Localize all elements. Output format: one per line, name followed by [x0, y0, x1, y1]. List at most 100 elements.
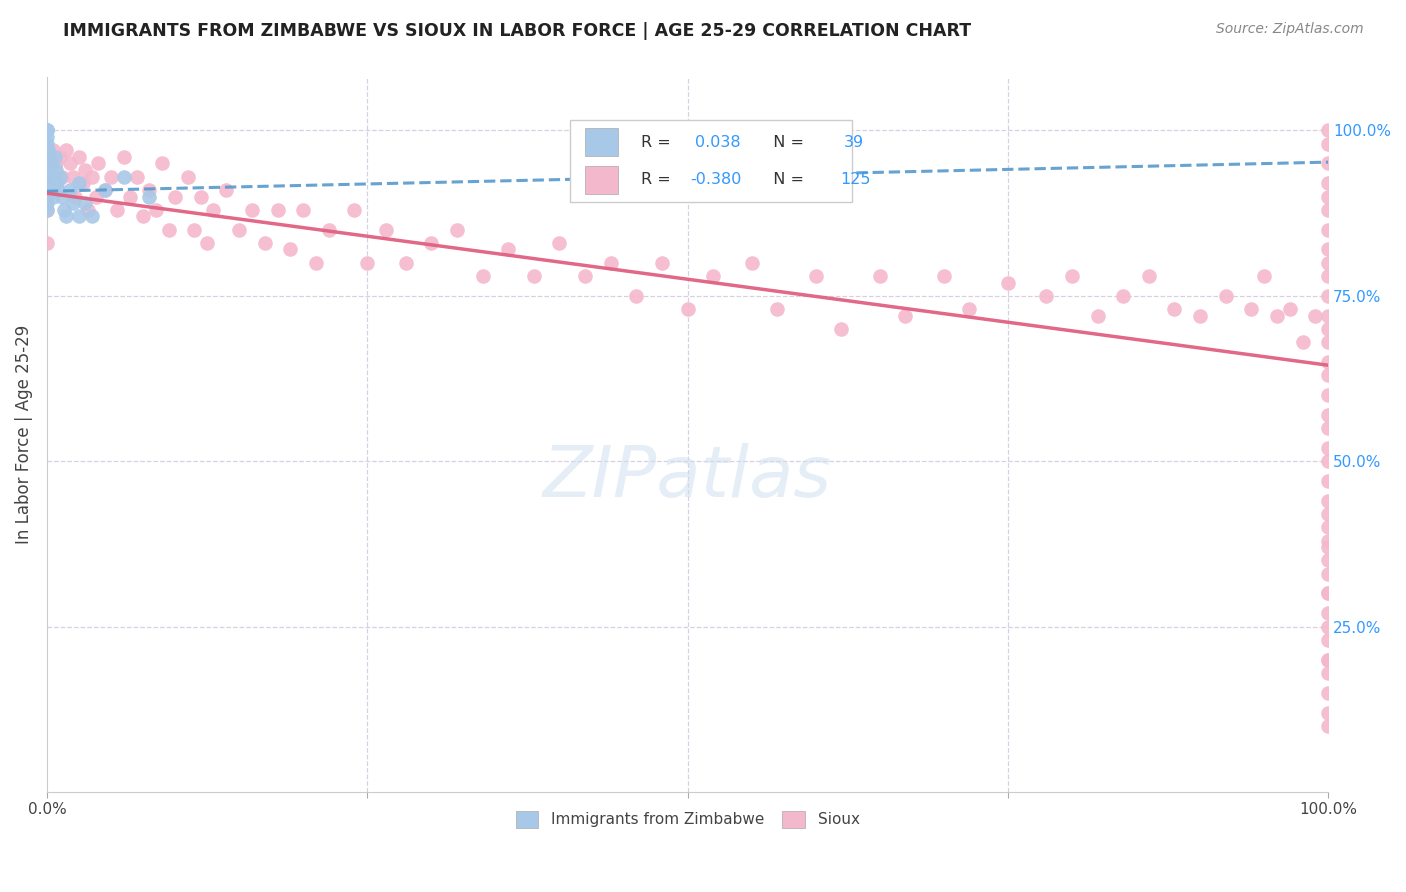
Point	[93, 183, 115, 197]
Point	[1317, 653, 1340, 667]
Point	[48, 150, 70, 164]
Point	[1317, 566, 1340, 581]
Point	[35, 156, 58, 170]
Point	[395, 255, 418, 269]
Point	[523, 268, 546, 283]
Point	[1317, 719, 1340, 733]
FancyBboxPatch shape	[569, 120, 852, 202]
Point	[1060, 268, 1083, 283]
Point	[1112, 289, 1135, 303]
Text: IMMIGRANTS FROM ZIMBABWE VS SIOUX IN LABOR FORCE | AGE 25-29 CORRELATION CHART: IMMIGRANTS FROM ZIMBABWE VS SIOUX IN LAB…	[63, 22, 972, 40]
Point	[132, 210, 155, 224]
FancyBboxPatch shape	[585, 166, 619, 194]
Y-axis label: In Labor Force | Age 25-29: In Labor Force | Age 25-29	[15, 325, 32, 544]
Point	[120, 189, 142, 203]
Point	[1278, 301, 1301, 316]
Point	[1317, 136, 1340, 151]
Point	[35, 150, 58, 164]
Point	[62, 169, 84, 184]
Point	[420, 235, 443, 250]
FancyBboxPatch shape	[585, 128, 619, 156]
Point	[1317, 520, 1340, 534]
Point	[1317, 334, 1340, 349]
Point	[177, 169, 200, 184]
Text: R =: R =	[641, 135, 682, 150]
Point	[35, 235, 58, 250]
Point	[35, 189, 58, 203]
Point	[869, 268, 891, 283]
Text: ZIPatlas: ZIPatlas	[543, 443, 832, 512]
Point	[93, 183, 115, 197]
Point	[35, 189, 58, 203]
Point	[1317, 632, 1340, 647]
Point	[228, 222, 250, 236]
Point	[702, 268, 724, 283]
Point	[87, 156, 110, 170]
Point	[1215, 289, 1237, 303]
Point	[35, 123, 58, 137]
Text: -0.380: -0.380	[690, 172, 741, 187]
Point	[446, 222, 468, 236]
Point	[1087, 309, 1109, 323]
Point	[1035, 289, 1057, 303]
Point	[35, 143, 58, 157]
Point	[59, 156, 82, 170]
Point	[48, 183, 70, 197]
Point	[1317, 607, 1340, 621]
Point	[932, 268, 955, 283]
Point	[471, 268, 494, 283]
Point	[1317, 408, 1340, 422]
Point	[1253, 268, 1275, 283]
Point	[1317, 322, 1340, 336]
Point	[75, 196, 97, 211]
Point	[292, 202, 315, 217]
Point	[1265, 309, 1288, 323]
Text: 125: 125	[839, 172, 870, 187]
Point	[1317, 586, 1340, 600]
Point	[42, 169, 65, 184]
Point	[1317, 156, 1340, 170]
Point	[741, 255, 763, 269]
Point	[45, 156, 67, 170]
Point	[195, 235, 218, 250]
Point	[37, 143, 59, 157]
Point	[266, 202, 288, 217]
Point	[100, 169, 122, 184]
Point	[44, 150, 66, 164]
Point	[1317, 202, 1340, 217]
Point	[42, 143, 65, 157]
Point	[1317, 553, 1340, 567]
Point	[1317, 494, 1340, 508]
Point	[35, 176, 58, 190]
Point	[35, 150, 58, 164]
Point	[1317, 189, 1340, 203]
Point	[894, 309, 917, 323]
Point	[1317, 388, 1340, 402]
Point	[163, 189, 186, 203]
Point	[766, 301, 789, 316]
Point	[51, 189, 73, 203]
Point	[997, 276, 1019, 290]
Point	[1317, 665, 1340, 680]
Point	[55, 143, 77, 157]
Point	[75, 163, 97, 178]
Point	[1317, 474, 1340, 488]
Point	[35, 123, 58, 137]
Point	[496, 243, 519, 257]
Point	[1317, 255, 1340, 269]
Point	[112, 150, 135, 164]
Point	[77, 202, 100, 217]
Point	[343, 202, 366, 217]
Point	[1188, 309, 1211, 323]
Point	[35, 123, 58, 137]
Point	[145, 202, 167, 217]
Point	[35, 169, 58, 184]
Point	[356, 255, 378, 269]
Point	[676, 301, 699, 316]
Point	[1317, 586, 1340, 600]
Point	[67, 150, 90, 164]
Point	[45, 163, 67, 178]
Point	[804, 268, 827, 283]
Point	[35, 143, 58, 157]
Point	[202, 202, 225, 217]
